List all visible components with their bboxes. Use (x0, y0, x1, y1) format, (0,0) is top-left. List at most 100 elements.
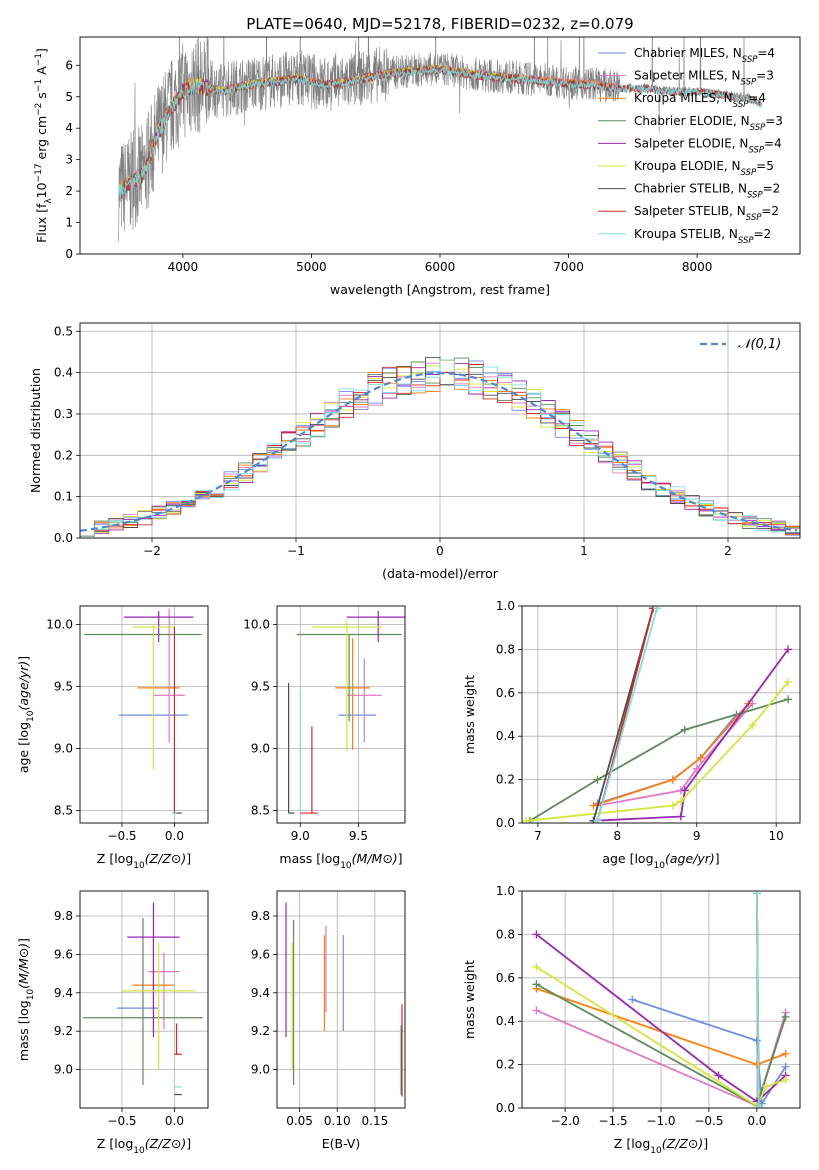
y-tick-label: 9.0 (54, 742, 73, 756)
axes-frame (79, 322, 801, 539)
y-tick-label: 0.6 (496, 971, 515, 985)
point-marker (676, 812, 685, 821)
errorbar-salpeter-elodie (127, 902, 180, 1037)
y-tick-label: 0.2 (496, 1058, 515, 1072)
axes-frame (276, 605, 406, 824)
plot-area (522, 606, 793, 823)
plot-area (288, 610, 405, 814)
chart-weight_vs_Z: −2.0 −1.5 −1.0 −0.5 0.0 0.0 0.2 0.4 0.6 0.8 1.0 mas… (462, 884, 801, 1156)
y-axis-label: age [log10(age/yr)] (16, 656, 36, 773)
y-tick-label: 9.5 (251, 680, 270, 694)
y-tick-label: 0.0 (496, 1101, 515, 1115)
chart-spectrum: 4000 5000 6000 7000 8000 0 1 2 3 4 5 6 Chabrier MILE… (34, 36, 801, 297)
y-axis-label: mass weight (462, 960, 477, 1039)
y-tick-label: 0.2 (54, 448, 73, 462)
point-marker (754, 1101, 763, 1108)
x-axis-label: wavelength [Angstrom, rest frame] (330, 282, 550, 297)
line-kroupa-stelib (756, 893, 760, 1106)
x-tick-label: 10 (769, 829, 784, 843)
x-tick-label: 0 (436, 544, 444, 558)
legend: Chabrier MILES, NSSP=4 Salpeter MILES, NS… (598, 46, 783, 246)
x-axis-label: mass [log10(M/M⊙)] (279, 851, 402, 871)
x-tick-label: −0.5 (694, 1114, 723, 1128)
y-tick-label: 9.8 (251, 909, 270, 923)
chart-age_vs_mass: 9.0 9.5 8.5 9.0 9.5 10.0 mass [log10(M/M⊙)] (243, 605, 406, 871)
x-axis-label: Z [log10(Z/Z⊙)] (97, 1136, 191, 1156)
errorbar-salpeter-elodie (346, 610, 405, 642)
x-tick-label: 0.0 (747, 1114, 766, 1128)
axes-frame (276, 890, 406, 1109)
model-kroupa-stelib (118, 65, 762, 201)
x-tick-label: 6000 (425, 260, 456, 274)
x-tick-label: 9 (693, 829, 701, 843)
x-axis-label: (data-model)/error (382, 566, 499, 581)
point-marker (752, 891, 761, 898)
x-tick-label: 0.15 (362, 1114, 389, 1128)
legend-label: 𝒩(0,1) (738, 337, 781, 352)
plot-area (80, 356, 800, 537)
point-marker (668, 775, 677, 784)
line-kroupa-miles (593, 703, 750, 807)
y-tick-label: 9.2 (251, 1024, 270, 1038)
point-marker (680, 786, 689, 795)
line-salpeter-elodie (535, 933, 787, 1103)
point-marker (781, 1075, 790, 1084)
axes-frame (79, 890, 209, 1109)
x-axis-label: E(B-V) (322, 1136, 361, 1151)
x-tick-label: −1.0 (646, 1114, 675, 1128)
x-tick-label: 0.0 (165, 829, 184, 843)
y-tick-label: 0.4 (496, 1014, 515, 1028)
point-marker (752, 1036, 761, 1045)
axes-frame (521, 605, 801, 824)
y-axis-label: Normed distribution (28, 368, 43, 493)
panels: 4000 5000 6000 7000 8000 0 1 2 3 4 5 6 Chabrier MILE… (16, 36, 801, 1156)
x-tick-label: 5000 (296, 260, 327, 274)
x-tick-label: 9.5 (349, 829, 368, 843)
line-chabrier-miles (597, 713, 738, 805)
legend-label: Salpeter ELODIE, NSSP=4 (634, 136, 782, 155)
errorbar-salpeter-stelib (172, 627, 177, 814)
errorbar-kroupa-miles (335, 638, 371, 750)
y-tick-label: 3 (65, 153, 73, 167)
point-marker (532, 930, 541, 939)
y-tick-label: 1 (65, 216, 73, 230)
y-tick-label: 9.0 (54, 1063, 73, 1077)
point-marker (532, 962, 541, 971)
legend-label: Chabrier MILES, NSSP=4 (634, 46, 775, 65)
legend-label: Chabrier ELODIE, NSSP=3 (634, 114, 783, 133)
x-axis-label: Z [log10(Z/Z⊙)] (614, 1136, 708, 1156)
y-tick-label: 10.0 (243, 618, 270, 632)
point-marker (762, 1082, 771, 1091)
plot-area (118, 37, 762, 242)
point-marker (532, 1006, 541, 1015)
x-tick-label: 0.10 (324, 1114, 351, 1128)
chart-mass_vs_Z: −0.5 0.0 9.0 9.2 9.4 9.6 9.8 mass [log10(M/M⊙)]… (16, 890, 209, 1156)
legend-label: Chabrier STELIB, NSSP=2 (634, 182, 780, 201)
x-tick-label: −2.0 (551, 1114, 580, 1128)
y-tick-label: 0.3 (54, 407, 73, 421)
x-tick-label: −2 (143, 544, 161, 558)
y-tick-label: 0.0 (54, 531, 73, 545)
line-kroupa-elodie (535, 966, 786, 1108)
y-tick-label: 4 (65, 121, 73, 135)
y-tick-label: 0.1 (54, 490, 73, 504)
x-tick-label: 9.0 (291, 829, 310, 843)
y-tick-label: 0.6 (496, 686, 515, 700)
point-marker (593, 816, 602, 823)
errorbar-kroupa-elodie (121, 942, 196, 1070)
errorbar-salpeter-stelib (300, 726, 318, 814)
line-salpeter-elodie (593, 648, 789, 822)
x-tick-label: −1 (287, 544, 305, 558)
point-marker (532, 980, 541, 989)
errorbar-chabrier-stelib (288, 682, 295, 814)
point-marker (628, 995, 637, 1004)
legend-label: Salpeter MILES, NSSP=3 (634, 69, 774, 88)
y-tick-label: 1.0 (496, 599, 515, 613)
axes-frame (79, 605, 209, 824)
x-axis-label: age [log10(age/yr)] (602, 851, 719, 871)
y-tick-label: 8.5 (54, 804, 73, 818)
x-tick-label: 0.05 (286, 1114, 313, 1128)
point-marker (692, 764, 701, 773)
x-tick-label: 0.0 (165, 1114, 184, 1128)
